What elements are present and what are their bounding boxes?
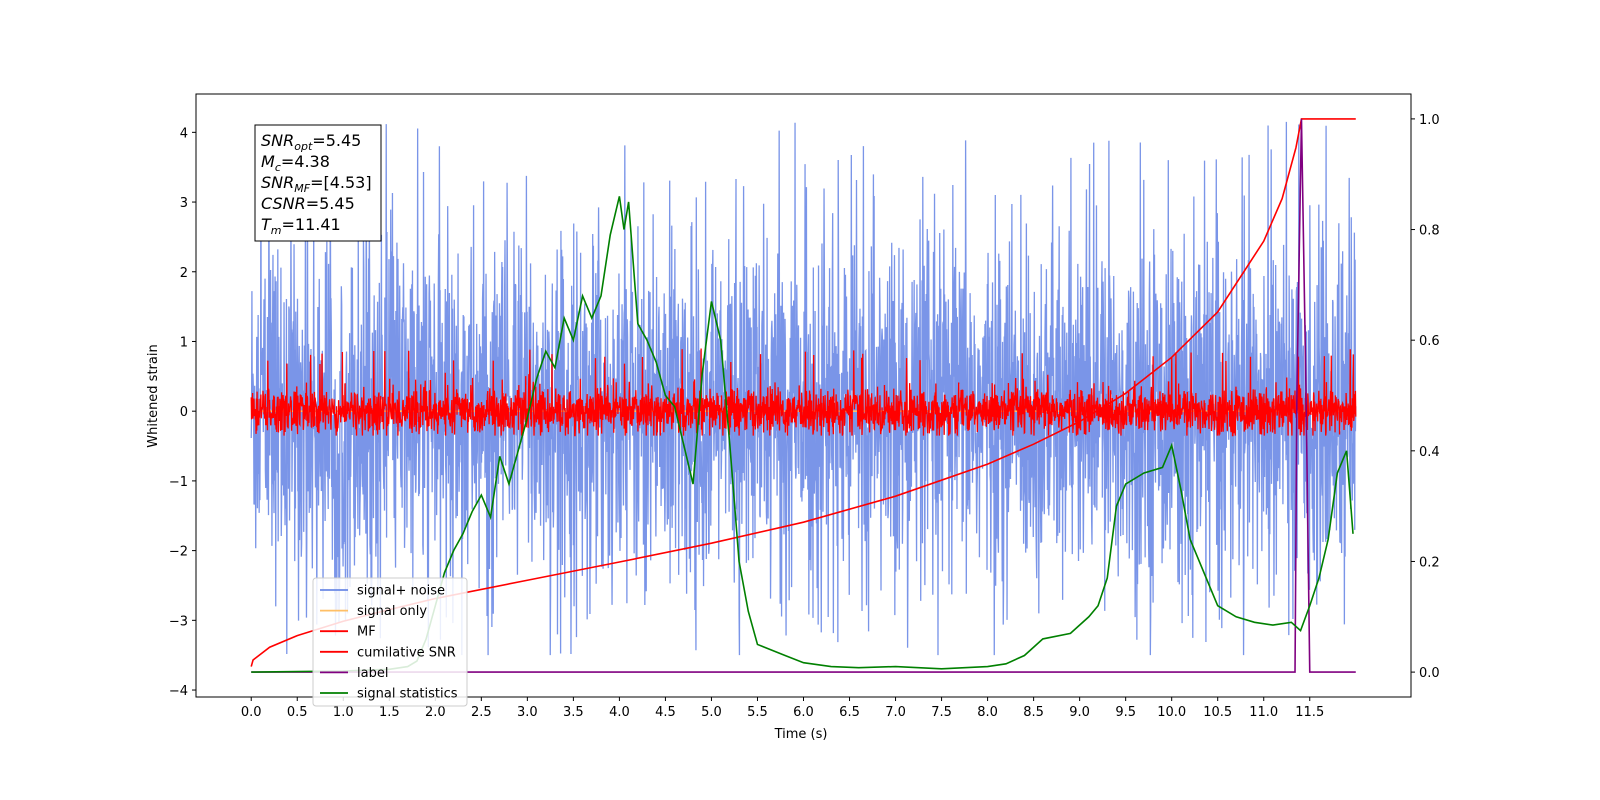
y2-tick-label: 0.6: [1419, 334, 1440, 349]
y-tick-label: −1: [169, 475, 188, 490]
x-tick-label: 10.0: [1157, 705, 1186, 720]
y-tick-label: 4: [180, 126, 188, 141]
x-tick-label: 0.5: [287, 705, 308, 720]
legend-frame: [312, 577, 468, 707]
x-tick-label: 10.5: [1203, 705, 1232, 720]
x-axis-title: Time (s): [774, 727, 828, 742]
y2-tick-label: 0.0: [1419, 666, 1440, 681]
legend: signal+ noise signal only MF cumilative SNR…: [312, 577, 468, 707]
legend-label-cumilative-snr: cumilative SNR: [357, 645, 456, 660]
legend-label-signal-noise: signal+ noise: [357, 584, 445, 599]
y-axis-left: −4 −3 −2 −1 0 1 2 3 4: [169, 126, 196, 699]
series-line-mf: [250, 348, 1357, 437]
y2-tick-label: 0.2: [1419, 555, 1440, 570]
x-tick-label: 6.5: [839, 705, 860, 720]
annotation-line: Tm=11.41: [261, 215, 341, 237]
y-axis-title: Whitened strain: [146, 344, 161, 447]
y-tick-label: 0: [180, 405, 188, 420]
y-tick-label: 2: [180, 266, 188, 281]
legend-label-signal-only: signal only: [357, 604, 427, 619]
y-tick-label: 3: [180, 196, 188, 211]
x-tick-label: 5.0: [701, 705, 722, 720]
x-tick-label: 9.5: [1115, 705, 1136, 720]
y-tick-label: −4: [169, 684, 188, 699]
annotation-line: CSNR=5.45: [261, 194, 355, 213]
y2-tick-label: 0.8: [1419, 224, 1440, 239]
y-tick-label: −3: [169, 614, 188, 629]
x-axis: 0.0 0.5 1.0 1.5 2.0 2.5 3.0 3.5 4.0 4.5 5.0 5.5 6.0 6…: [241, 697, 1324, 720]
x-tick-label: 5.5: [747, 705, 768, 720]
annotation-line: SNRopt=5.45: [261, 131, 361, 153]
series-line-label: [251, 118, 1356, 673]
y-tick-label: 1: [180, 335, 188, 350]
legend-label-mf: MF: [357, 625, 376, 640]
x-tick-label: 4.0: [609, 705, 630, 720]
x-tick-label: 3.5: [563, 705, 584, 720]
annotation-frame: [254, 124, 382, 242]
x-tick-label: 11.0: [1249, 705, 1278, 720]
series-line-signal-statistics: [251, 196, 1354, 673]
x-tick-label: 3.0: [517, 705, 538, 720]
legend-label-label: label: [357, 666, 388, 681]
y-tick-label: −2: [169, 545, 188, 560]
x-tick-label: 9.0: [1069, 705, 1090, 720]
x-tick-label: 7.5: [931, 705, 952, 720]
annotation-line: SNRMF=[4.53]: [261, 173, 372, 195]
y2-tick-label: 0.4: [1419, 445, 1440, 460]
x-tick-label: 6.0: [793, 705, 814, 720]
y2-tick-label: 1.0: [1419, 113, 1440, 128]
x-tick-label: 11.5: [1295, 705, 1324, 720]
x-tick-label: 8.5: [1023, 705, 1044, 720]
x-tick-label: 2.5: [471, 705, 492, 720]
series-line-signal-noise: [250, 121, 1357, 656]
y-axis-right: 0.0 0.2 0.4 0.6 0.8 1.0: [1411, 113, 1440, 681]
x-tick-label: 1.5: [379, 705, 400, 720]
x-tick-label: 2.0: [425, 705, 446, 720]
annotation-line: Mc=4.38: [261, 152, 330, 174]
x-tick-label: 7.0: [885, 705, 906, 720]
x-tick-label: 8.0: [977, 705, 998, 720]
x-tick-label: 4.5: [655, 705, 676, 720]
x-tick-label: 0.0: [241, 705, 262, 720]
x-tick-label: 1.0: [333, 705, 354, 720]
legend-label-signal-statistics: signal statistics: [357, 687, 458, 702]
